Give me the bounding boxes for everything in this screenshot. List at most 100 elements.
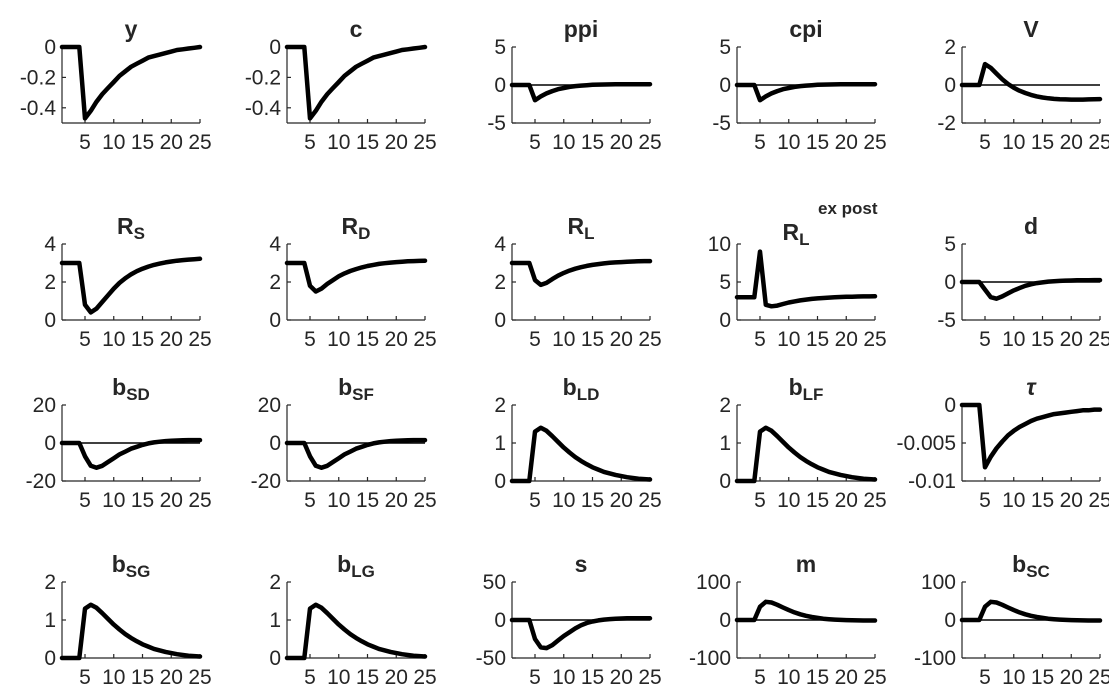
panel-3: 5 0 -5 5 10 15 20 25 ppi [487,16,661,154]
panel-2: 0 -0.2 -0.4 5 10 15 20 25 c [245,16,437,154]
series-line [59,602,203,661]
y-tick-label: -0.2 [245,66,281,89]
x-tick-label: 15 [131,666,154,689]
y-tick-label: 20 [258,394,281,417]
series-line [284,258,428,294]
x-tick-label: 20 [835,489,858,512]
x-tick-label: 10 [327,489,350,512]
x-tick-label: 5 [754,666,766,689]
series-line [284,602,428,661]
y-tick-label: 0 [944,271,956,294]
x-tick-label: 20 [835,328,858,351]
x-tick-label: 25 [638,328,661,351]
y-tick-label: -20 [26,470,56,493]
x-tick-label: 20 [835,131,858,154]
y-tick-label: -100 [914,647,956,670]
x-tick-label: 15 [1031,666,1054,689]
x-tick-label: 5 [754,131,766,154]
panel-title: y [125,16,138,42]
x-tick-label: 10 [1002,489,1025,512]
x-tick-label: 10 [777,328,800,351]
y-tick-label: 5 [719,271,731,294]
y-tick-label: -0.005 [896,432,956,455]
panel-title: c [350,16,363,42]
y-tick-label: 0 [944,609,956,632]
x-tick-label: 20 [1060,489,1083,512]
y-tick-label: 50 [483,571,506,594]
x-tick-label: 20 [385,666,408,689]
series-line [734,249,878,309]
x-tick-label: 20 [160,666,183,689]
x-tick-label: 25 [638,489,661,512]
x-tick-label: 10 [552,666,575,689]
x-tick-label: 15 [131,328,154,351]
panel-5: 20-25 10 15 20 25V [937,16,1109,154]
panel-title-subscript: SC [1026,562,1050,581]
x-tick-label: 5 [979,328,991,351]
x-tick-label: 20 [385,328,408,351]
y-tick-label: -5 [937,309,956,332]
panel-title-subscript: SG [126,562,151,581]
y-tick-label: 4 [269,233,281,256]
y-tick-label: 0 [494,309,506,332]
panel-title-subscript: SD [126,385,150,404]
x-tick-label: 15 [581,666,604,689]
panel-title: bSF [338,374,374,404]
y-tick-label: 0 [44,432,56,455]
panel-title: RD [342,213,371,243]
series-line [959,61,1103,102]
panel-20: 100 0 -100 5 10 15 20 25 bSC [914,551,1109,689]
x-tick-label: 5 [304,328,316,351]
x-tick-label: 15 [806,489,829,512]
y-tick-label: 2 [44,271,56,294]
x-tick-label: 10 [327,131,350,154]
y-tick-label: 0 [494,470,506,493]
x-tick-label: 10 [777,666,800,689]
x-tick-label: 20 [835,666,858,689]
x-tick-label: 5 [754,489,766,512]
panel-title: d [1024,213,1038,239]
x-tick-label: 5 [979,666,991,689]
series-line [59,44,203,121]
x-tick-label: 15 [1031,489,1054,512]
x-tick-label: 20 [385,489,408,512]
x-tick-label: 10 [327,666,350,689]
x-tick-label: 25 [188,489,211,512]
panel-title-subscript: LD [577,385,600,404]
panel-title: bLG [337,551,375,581]
panel-title: bLD [563,374,600,404]
panel-1: 0 -0.2 -0.4 5 10 15 20 25 y [20,16,212,154]
y-tick-label: 2 [269,271,281,294]
panel-title: bSC [1012,551,1050,581]
x-tick-label: 15 [806,328,829,351]
y-tick-label: 5 [944,233,956,256]
y-tick-label: 4 [494,233,506,256]
y-tick-label: 100 [696,571,731,594]
panel-title: RL [567,213,594,243]
x-tick-label: 10 [552,489,575,512]
x-tick-label: 25 [413,131,436,154]
x-tick-label: 10 [102,131,125,154]
x-tick-label: 5 [529,666,541,689]
series-line [734,81,878,103]
panel-title: RS [117,213,145,243]
x-tick-label: 5 [79,131,91,154]
x-tick-label: 5 [79,328,91,351]
x-tick-label: 25 [863,489,886,512]
x-tick-label: 5 [304,489,316,512]
y-tick-label: 10 [708,233,731,256]
y-tick-label: 2 [269,571,281,594]
y-tick-label: 2 [494,394,506,417]
x-tick-label: 25 [188,666,211,689]
panel-title-subscript: L [584,224,594,243]
y-tick-label: 0 [719,74,731,97]
x-tick-label: 25 [413,328,436,351]
y-tick-label: 0 [944,394,956,417]
series-line [734,599,878,623]
panel-title: RL [782,219,809,249]
